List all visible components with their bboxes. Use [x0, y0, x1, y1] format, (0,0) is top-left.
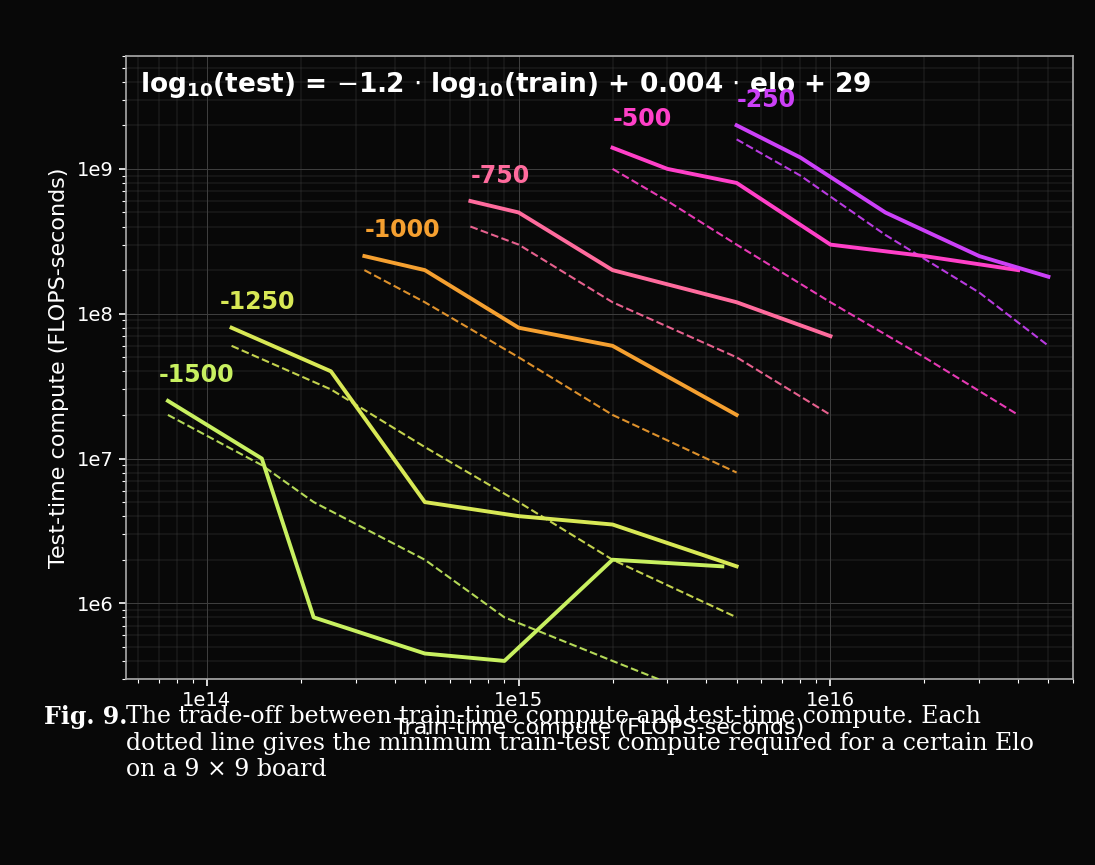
Text: The trade-off between train-time compute and test-time compute. Each
dotted line: The trade-off between train-time compute…: [126, 705, 1034, 781]
Y-axis label: Test-time compute (FLOPS-seconds): Test-time compute (FLOPS-seconds): [49, 167, 69, 568]
X-axis label: Train-time compute (FLOPS-seconds): Train-time compute (FLOPS-seconds): [394, 718, 805, 738]
Text: -1250: -1250: [220, 291, 296, 314]
Text: $\mathregular{log_{10}}$(test) = $-$1.2 $\cdot$ $\mathregular{log_{10}}$(train) : $\mathregular{log_{10}}$(test) = $-$1.2 …: [140, 70, 872, 100]
Text: -250: -250: [737, 88, 796, 112]
Text: -1000: -1000: [365, 218, 440, 241]
Text: -1500: -1500: [159, 362, 234, 387]
Text: -500: -500: [612, 107, 672, 131]
Text: Fig. 9.: Fig. 9.: [44, 705, 127, 729]
Text: -750: -750: [471, 163, 530, 188]
